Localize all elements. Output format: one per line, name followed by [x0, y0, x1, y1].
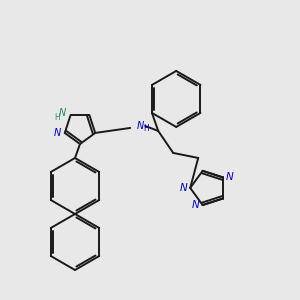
Text: N: N [179, 183, 187, 193]
Text: H: H [143, 124, 149, 134]
Text: N: N [192, 200, 200, 210]
Text: H: H [55, 112, 61, 122]
Text: N: N [136, 121, 144, 131]
Text: N: N [226, 172, 234, 182]
Text: N: N [54, 128, 61, 138]
Text: N: N [59, 108, 66, 118]
